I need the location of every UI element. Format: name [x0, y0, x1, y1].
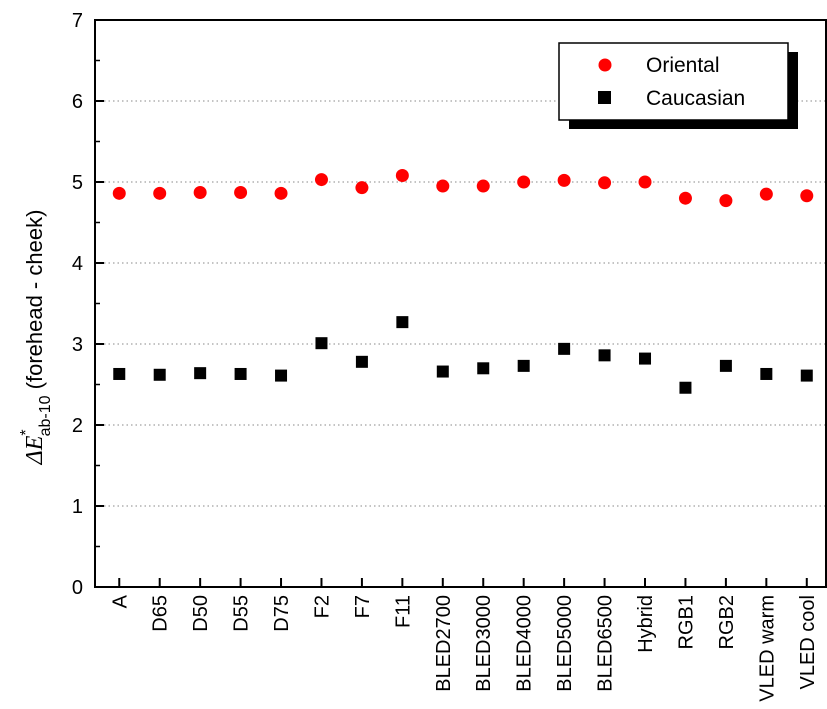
point-oriental: [395, 169, 409, 183]
y-tick-label: 6: [72, 91, 83, 113]
point-caucasian: [436, 365, 449, 378]
x-tick-label: F11: [392, 595, 414, 628]
point-caucasian: [598, 349, 611, 362]
x-tick-label: VLED warm: [756, 595, 778, 702]
x-tick-label: VLED cool: [797, 595, 819, 690]
y-label-text: (forehead - cheek): [22, 210, 47, 396]
point-oriental: [759, 187, 773, 201]
point-oriental: [153, 186, 167, 200]
grid-lines: [95, 100, 827, 507]
point-oriental: [598, 176, 612, 190]
point-caucasian: [315, 337, 328, 350]
y-tick-label: 7: [72, 10, 83, 32]
y-label-e: E: [22, 435, 48, 451]
plot-frame: [94, 19, 827, 588]
point-caucasian: [558, 342, 571, 355]
point-caucasian: [679, 381, 692, 394]
point-caucasian: [275, 369, 288, 382]
point-oriental: [678, 191, 692, 205]
point-caucasian: [113, 367, 126, 380]
point-oriental: [638, 175, 652, 189]
x-tick-label: BLED5000: [554, 595, 576, 692]
point-oriental: [557, 173, 571, 187]
point-caucasian: [234, 367, 247, 380]
y-tick-label: 4: [72, 253, 83, 275]
point-oriental: [112, 186, 126, 200]
legend: Oriental Caucasian: [558, 42, 798, 129]
x-tick-label: BLED2700: [433, 595, 455, 692]
y-tick-label: 3: [72, 334, 83, 356]
point-oriental: [800, 189, 814, 203]
y-label-subscript: ab-10: [37, 395, 54, 436]
point-caucasian: [517, 359, 530, 372]
legend-label-caucasian: Caucasian: [646, 87, 745, 110]
legend-label-oriental: Oriental: [646, 54, 720, 77]
x-axis-ticks: A D65 D50 D55 D75 F2 F7 F11 BLED2700 BLED3000 BLED…: [109, 578, 819, 702]
point-oriental: [436, 179, 450, 193]
series-caucasian: [113, 316, 813, 394]
x-tick-label: BLED4000: [514, 595, 536, 692]
y-tick-label: 5: [72, 172, 83, 194]
y-axis-label: ΔE* ab-10 (forehead - cheek): [18, 210, 54, 466]
point-caucasian: [719, 359, 732, 372]
x-tick-label: F7: [352, 595, 374, 618]
x-tick-label: BLED6500: [595, 595, 617, 692]
x-tick-label: D75: [271, 595, 293, 632]
point-oriental: [719, 194, 733, 208]
y-tick-label: 2: [72, 415, 83, 437]
x-tick-label: RGB1: [675, 595, 697, 649]
series-oriental: [112, 169, 814, 208]
x-tick-label: RGB2: [716, 595, 738, 649]
data-series: [112, 169, 814, 394]
x-tick-label: A: [109, 594, 131, 608]
point-caucasian: [477, 362, 490, 375]
x-tick-label: D55: [231, 595, 253, 632]
point-caucasian: [355, 355, 368, 368]
y-tick-label: 0: [72, 577, 83, 599]
y-label-star: *: [18, 429, 35, 435]
point-oriental: [274, 186, 288, 200]
point-caucasian: [194, 367, 207, 380]
legend-marker-caucasian: [598, 91, 611, 104]
point-caucasian: [396, 316, 409, 329]
x-tick-label: Hybrid: [635, 595, 657, 653]
point-caucasian: [639, 352, 652, 365]
x-tick-label: D50: [190, 595, 212, 632]
point-oriental: [193, 186, 207, 200]
point-caucasian: [800, 369, 813, 382]
y-tick-label: 1: [72, 496, 83, 518]
x-tick-label: F2: [311, 595, 333, 618]
point-oriental: [517, 175, 531, 189]
legend-marker-oriental: [598, 58, 612, 72]
point-oriental: [234, 186, 248, 200]
point-oriental: [314, 173, 328, 187]
point-oriental: [355, 181, 369, 195]
point-oriental: [476, 179, 490, 193]
x-tick-label: BLED3000: [473, 595, 495, 692]
y-axis-ticks: 0 1 2 3 4 5 6 7: [72, 10, 104, 599]
point-caucasian: [153, 368, 166, 381]
legend-box: [558, 42, 789, 121]
y-label-delta: Δ: [22, 450, 48, 465]
x-tick-label: D65: [150, 595, 172, 632]
point-caucasian: [760, 367, 773, 380]
